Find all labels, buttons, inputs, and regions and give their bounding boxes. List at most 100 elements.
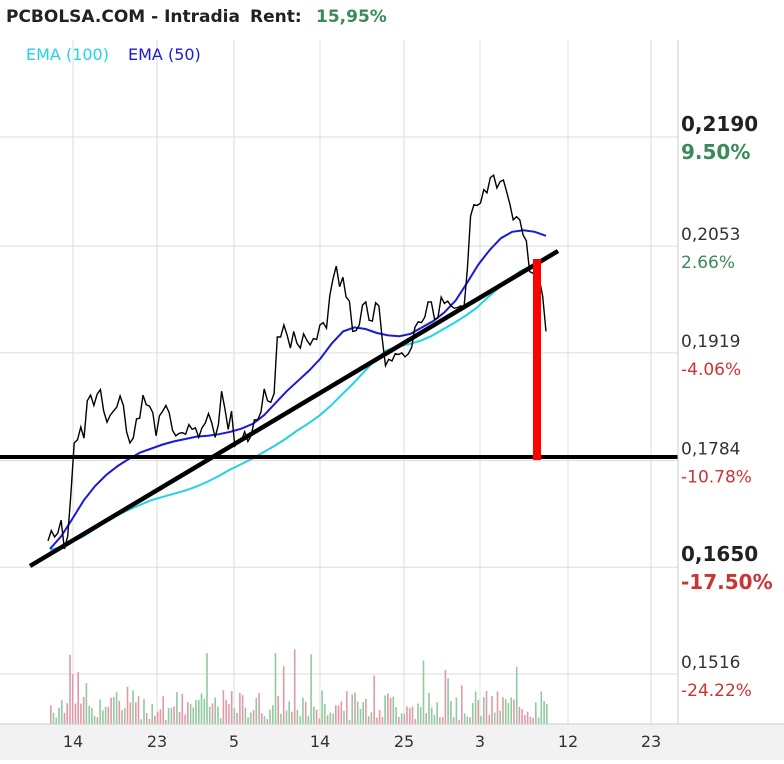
volume-bar (181, 693, 184, 724)
volume-bar (381, 716, 384, 724)
volume-bar (365, 698, 367, 724)
volume-bar (524, 715, 526, 724)
ema100-line (49, 265, 533, 551)
volume-bar (50, 705, 52, 724)
y-price-label: 0,1516 (681, 653, 740, 673)
volume-bar (118, 700, 121, 724)
volume-bar (184, 714, 186, 724)
volume-bar (304, 701, 307, 724)
volume-bar (58, 707, 60, 724)
volume-bar (296, 709, 299, 724)
volume-bar (244, 707, 247, 724)
volume-bar (359, 708, 362, 724)
volume-bar (214, 697, 216, 724)
x-tick-label: 23 (641, 732, 661, 751)
volume-bar (233, 708, 236, 724)
y-percent-label: 9.50% (681, 140, 750, 164)
volume-bar (96, 717, 99, 724)
volume-bar (102, 710, 104, 724)
volume-bar (236, 713, 238, 724)
legend-ema100: EMA (100) (26, 45, 109, 64)
volume-bar (318, 718, 321, 724)
volume-bar (63, 712, 66, 724)
x-tick-label: 12 (558, 732, 578, 751)
volume-bar (433, 714, 436, 724)
y-percent-label: -17.50% (681, 570, 773, 594)
volume-bar (88, 705, 90, 724)
volume-bar (348, 719, 351, 724)
volume-bar (450, 701, 452, 724)
y-price-label: 0,1784 (681, 439, 740, 459)
volume-bar (250, 712, 252, 724)
legend-ema50: EMA (50) (128, 45, 201, 64)
volume-bar (513, 699, 515, 724)
volume-bar (373, 675, 375, 724)
volume-bar (173, 706, 175, 724)
volume-bar (329, 712, 332, 724)
volume-bar (493, 712, 496, 724)
volume-bars (50, 649, 548, 724)
volume-bar (82, 696, 85, 724)
volume-bar (225, 699, 227, 724)
volume-bar (274, 653, 277, 724)
volume-bar (400, 713, 403, 724)
volume-bar (277, 695, 279, 724)
volume-bar (148, 718, 151, 724)
volume-bar (241, 695, 244, 724)
volume-bar (104, 706, 107, 724)
volume-bar (414, 719, 417, 724)
volume-bar (261, 713, 263, 724)
volume-bar (406, 706, 408, 724)
volume-bar (439, 717, 441, 724)
volume-bar (376, 717, 378, 724)
volume-bar (91, 707, 93, 724)
y-price-label: 0,2190 (681, 112, 758, 136)
volume-bar (351, 694, 353, 724)
volume-bar (217, 706, 219, 724)
volume-bar (403, 714, 406, 724)
volume-bar (324, 703, 326, 724)
volume-bar (474, 691, 477, 724)
volume-bar (455, 697, 458, 724)
volume-bar (107, 706, 110, 724)
volume-bar (269, 709, 271, 724)
volume-bar (441, 717, 444, 724)
volume-bar (472, 703, 474, 724)
volume-bar (126, 686, 129, 724)
volume-bar (409, 708, 411, 724)
volume-bar (137, 696, 140, 724)
volume-bar (387, 693, 389, 724)
volume-bar (113, 697, 115, 724)
y-percent-label: -4.06% (681, 360, 741, 380)
volume-bar (430, 707, 433, 724)
x-tick-label: 23 (147, 732, 167, 751)
volume-bar (362, 702, 364, 724)
volume-bar (165, 720, 167, 724)
volume-bar (280, 713, 282, 724)
volume-bar (99, 699, 101, 724)
volume-bar (93, 715, 96, 724)
volume-bar (337, 705, 340, 724)
x-tick-label: 25 (394, 732, 414, 751)
y-price-label: 0,1919 (681, 332, 740, 352)
volume-bar (389, 697, 392, 724)
volume-bar (307, 715, 310, 724)
volume-bar (302, 697, 304, 724)
volume-bar (310, 654, 312, 724)
volume-bar (477, 700, 480, 724)
volume-bar (154, 715, 156, 724)
volume-bar (425, 713, 427, 724)
volume-bar (540, 691, 543, 724)
volume-bar (499, 710, 501, 724)
volume-bar (252, 710, 255, 724)
volume-bar (354, 692, 356, 724)
volume-bar (518, 706, 521, 724)
volume-bar (502, 697, 504, 724)
volume-bar (543, 701, 545, 724)
volume-bar (483, 697, 485, 724)
volume-bar (192, 707, 195, 724)
volume-bar (392, 696, 395, 724)
volume-bar (419, 707, 422, 724)
volume-bar (266, 719, 269, 724)
